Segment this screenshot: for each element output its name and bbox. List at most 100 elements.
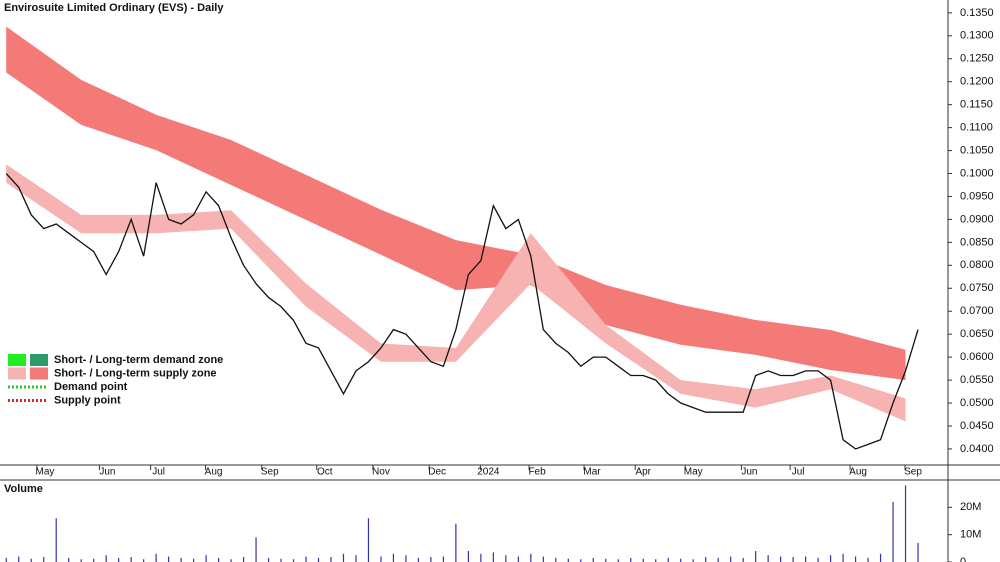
volume-bar xyxy=(867,557,869,562)
legend-label: Supply point xyxy=(54,394,121,406)
volume-bar xyxy=(580,559,582,562)
volume-bar xyxy=(230,559,232,562)
volume-bar xyxy=(755,551,757,562)
price-line xyxy=(5,173,919,450)
y-tick-label: 0.1100 xyxy=(960,122,993,134)
y-tick-label: 0.0900 xyxy=(960,213,994,225)
y-tick-label: 0.0500 xyxy=(960,397,994,409)
volume-bar xyxy=(530,553,532,562)
volume-bar xyxy=(118,557,120,562)
x-tick-label: Aug xyxy=(205,467,223,478)
volume-bar xyxy=(617,559,619,562)
volume-bar xyxy=(455,523,457,562)
volume-bar xyxy=(467,551,469,562)
volume-bar xyxy=(817,557,819,562)
legend-swatch xyxy=(8,354,26,366)
volume-bar xyxy=(567,558,569,562)
zone-band xyxy=(6,164,906,422)
volume-bar xyxy=(292,559,295,562)
volume-bar xyxy=(355,555,357,562)
x-tick-label: Jun xyxy=(741,467,757,478)
y-tick-label: 0.1000 xyxy=(960,167,994,179)
volume-bar xyxy=(367,518,370,562)
volume-bar xyxy=(330,557,332,562)
volume-bar xyxy=(667,557,669,562)
volume-bar xyxy=(305,556,307,562)
bands xyxy=(6,26,906,422)
y-tick-label: 0.1050 xyxy=(960,144,994,156)
volume-bar xyxy=(842,553,844,562)
volume-bar xyxy=(692,559,694,562)
zone-band xyxy=(6,26,906,381)
volume-bar xyxy=(5,557,7,562)
volume-bar xyxy=(730,556,732,562)
volume-bar xyxy=(904,485,907,562)
volume-bar xyxy=(405,555,407,562)
x-tick-label: Oct xyxy=(317,467,333,478)
y-tick-label: 0.1300 xyxy=(960,30,994,42)
x-tick-label: Dec xyxy=(428,467,446,478)
x-tick-label: Aug xyxy=(849,467,867,478)
volume-bar xyxy=(130,557,132,562)
volume-bar xyxy=(143,559,145,562)
volume-bar xyxy=(18,556,20,562)
volume-bar xyxy=(217,557,220,562)
x-tick-label: Sep xyxy=(904,467,922,478)
panel-title: Volume xyxy=(4,483,43,495)
volume-bar xyxy=(917,542,919,562)
volume-bar xyxy=(767,555,769,562)
volume-bar xyxy=(80,559,82,562)
volume-bar xyxy=(742,557,744,562)
volume-bar xyxy=(542,556,544,562)
volume-bar xyxy=(255,537,257,562)
volume-bar xyxy=(180,557,182,562)
y-tick-label: 0.0550 xyxy=(960,374,994,386)
y-tick-label: 0.1250 xyxy=(960,53,994,65)
x-tick-label: Mar xyxy=(583,467,601,478)
x-tick-label: 2024 xyxy=(477,467,500,478)
volume-bar xyxy=(792,557,794,562)
y-tick-label: 0.0450 xyxy=(960,420,994,432)
volume-bar xyxy=(592,557,594,562)
volume-bar xyxy=(317,557,320,562)
y-tick-label: 0.0750 xyxy=(960,282,994,294)
volume-bar xyxy=(417,557,420,562)
volume-bar xyxy=(380,556,382,562)
legend-swatch xyxy=(8,367,26,380)
x-tick-label: Jul xyxy=(152,467,165,478)
volume-bar xyxy=(280,558,282,562)
volume-bar xyxy=(55,518,57,562)
volume-bar xyxy=(155,553,157,562)
legend-swatch xyxy=(30,354,48,366)
volume-bar xyxy=(705,557,707,562)
x-tick-label: May xyxy=(684,467,703,478)
volume-bar xyxy=(829,555,832,562)
legend-label: Short- / Long-term supply zone xyxy=(54,367,217,379)
y-tick-label: 0 xyxy=(960,556,966,562)
volume-bar xyxy=(517,556,519,562)
y-tick-label: 10M xyxy=(960,529,981,541)
y-tick-label: 0.0600 xyxy=(960,351,994,363)
y-tick-label: 0.1200 xyxy=(960,76,994,88)
y-tick-label: 0.0400 xyxy=(960,443,994,455)
y-tick-label: 0.1350 xyxy=(960,7,994,19)
legend-label: Short- / Long-term demand zone xyxy=(54,354,223,366)
volume-bar xyxy=(642,558,644,562)
volume-bar xyxy=(43,557,45,562)
volume-bar xyxy=(267,557,270,562)
x-tick-label: Apr xyxy=(635,467,651,478)
x-tick-label: Nov xyxy=(372,467,390,478)
y-tick-label: 0.1150 xyxy=(960,99,993,111)
x-tick-label: Jun xyxy=(99,467,115,478)
volume-bar xyxy=(68,557,70,562)
volume-bar xyxy=(192,558,195,562)
y-tick-label: 0.0850 xyxy=(960,236,994,248)
y-tick-label: 0.0950 xyxy=(960,190,994,202)
volume-bar xyxy=(717,557,719,562)
volume-bar xyxy=(805,556,807,562)
volume-bar xyxy=(555,557,557,562)
volume-bar xyxy=(168,556,170,562)
volume-bar xyxy=(630,557,632,562)
